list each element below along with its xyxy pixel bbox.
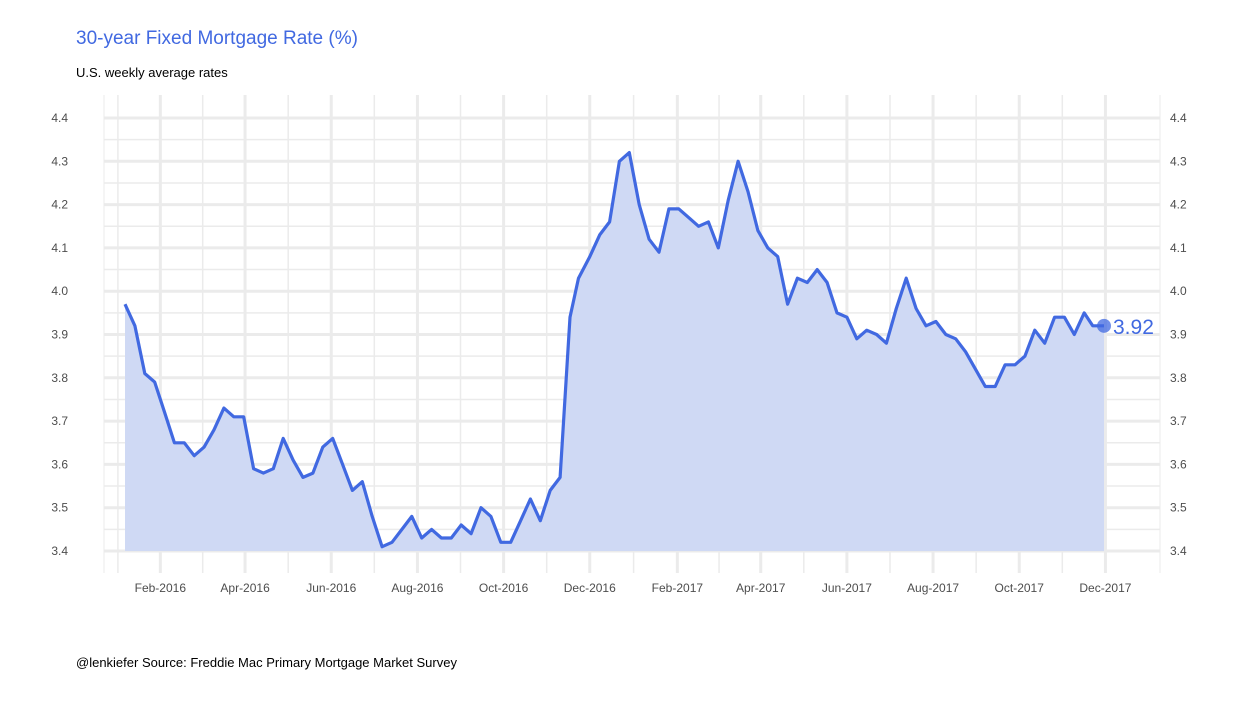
x-tick-label: Aug-2017 [907, 581, 959, 595]
y-tick-label-right: 3.8 [1170, 371, 1187, 385]
y-tick-label-left: 4.3 [51, 154, 68, 168]
x-tick-label: Aug-2016 [391, 581, 443, 595]
end-value-label: 3.92 [1113, 316, 1154, 339]
x-tick-label: Feb-2017 [652, 581, 704, 595]
y-tick-label-left: 3.6 [51, 457, 68, 471]
y-tick-label-left: 3.7 [51, 414, 68, 428]
y-tick-label-left: 3.4 [51, 544, 68, 558]
chart-title: 30-year Fixed Mortgage Rate (%) [76, 28, 358, 49]
y-tick-label-right: 4.1 [1170, 241, 1187, 255]
x-tick-label: Jun-2016 [306, 581, 356, 595]
chart-caption: @lenkiefer Source: Freddie Mac Primary M… [76, 655, 457, 670]
label-layer: 3.92 [1097, 316, 1154, 339]
x-tick-label: Apr-2017 [736, 581, 786, 595]
area-fill-layer [125, 152, 1104, 551]
y-tick-label-right: 3.7 [1170, 414, 1187, 428]
area-fill [125, 152, 1104, 551]
y-tick-label-left: 4.2 [51, 198, 68, 212]
series-line-layer [123, 151, 1104, 549]
x-tick-label: Dec-2016 [564, 581, 616, 595]
y-tick-label-right: 4.3 [1170, 154, 1187, 168]
x-tick-label: Feb-2016 [135, 581, 187, 595]
x-tick-label: Dec-2017 [1079, 581, 1131, 595]
chart-subtitle: U.S. weekly average rates [76, 65, 228, 80]
y-tick-label-right: 4.2 [1170, 198, 1187, 212]
y-tick-label-right: 4.0 [1170, 284, 1187, 298]
y-tick-label-left: 4.1 [51, 241, 68, 255]
y-tick-label-right: 4.4 [1170, 111, 1187, 125]
x-tick-label: Oct-2016 [479, 581, 529, 595]
series-line [123, 151, 1104, 549]
axis-layer: 3.4 3.4 3.5 3.5 3.6 3.6 3.7 3.7 3.8 3.8 3.9 3.9 4.0 4… [51, 95, 1187, 595]
y-tick-label-left: 3.9 [51, 328, 68, 342]
y-tick-label-left: 3.8 [51, 371, 68, 385]
y-tick-label-right: 3.9 [1170, 328, 1187, 342]
y-tick-label-right: 3.5 [1170, 501, 1187, 515]
x-tick-label: Jun-2017 [822, 581, 872, 595]
y-tick-label-left: 4.0 [51, 284, 68, 298]
y-tick-label-right: 3.6 [1170, 457, 1187, 471]
y-tick-label-right: 3.4 [1170, 544, 1187, 558]
y-tick-label-left: 3.5 [51, 501, 68, 515]
y-tick-label-left: 4.4 [51, 111, 68, 125]
x-tick-label: Apr-2016 [220, 581, 270, 595]
end-point-marker [1097, 318, 1111, 333]
x-tick-label: Oct-2017 [995, 581, 1045, 595]
